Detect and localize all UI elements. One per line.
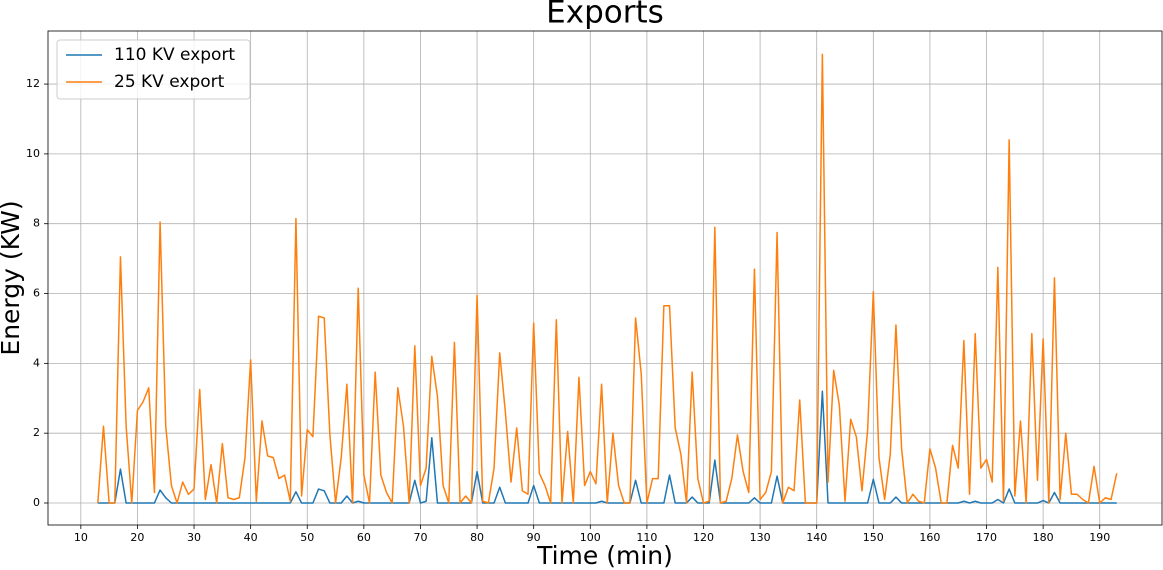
lines bbox=[97, 53, 1118, 504]
chart-title: Exports bbox=[546, 0, 664, 31]
x-tick-label: 190 bbox=[1089, 531, 1110, 544]
x-tick-label: 100 bbox=[580, 531, 601, 544]
x-tick-label: 20 bbox=[130, 531, 144, 544]
x-tick-label: 50 bbox=[300, 531, 314, 544]
x-tick-label: 160 bbox=[919, 531, 940, 544]
x-tick-label: 10 bbox=[74, 531, 88, 544]
x-tick-label: 90 bbox=[527, 531, 541, 544]
y-tick-label: 12 bbox=[26, 77, 40, 90]
y-tick-label: 10 bbox=[26, 147, 40, 160]
x-tick-label: 120 bbox=[693, 531, 714, 544]
y-tick-label: 2 bbox=[33, 426, 40, 439]
x-tick-label: 60 bbox=[357, 531, 371, 544]
series-line bbox=[97, 53, 1118, 504]
y-tick-label: 4 bbox=[33, 356, 40, 369]
x-tick-label: 170 bbox=[976, 531, 997, 544]
y-tick-label: 8 bbox=[33, 217, 40, 230]
x-tick-label: 80 bbox=[470, 531, 484, 544]
x-tick-label: 110 bbox=[636, 531, 657, 544]
legend-label: 110 KV export bbox=[114, 45, 235, 65]
x-tick-label: 180 bbox=[1033, 531, 1054, 544]
legend-box bbox=[56, 39, 251, 100]
x-tick-label: 40 bbox=[244, 531, 258, 544]
y-tick-label: 0 bbox=[33, 496, 40, 509]
x-tick-label: 150 bbox=[863, 531, 884, 544]
x-tick-label: 70 bbox=[413, 531, 427, 544]
plot-frame bbox=[47, 30, 1163, 526]
legend: 110 KV export 25 KV export bbox=[56, 39, 251, 100]
y-tick-label: 6 bbox=[33, 287, 40, 300]
x-tick-label: 140 bbox=[806, 531, 827, 544]
x-tick-label: 130 bbox=[750, 531, 771, 544]
x-tick-label: 30 bbox=[187, 531, 201, 544]
grid bbox=[48, 31, 1162, 525]
x-axis-label: Time (min) bbox=[536, 541, 673, 570]
y-axis-label: Energy (KW) bbox=[0, 200, 25, 355]
legend-label: 25 KV export bbox=[114, 72, 225, 92]
